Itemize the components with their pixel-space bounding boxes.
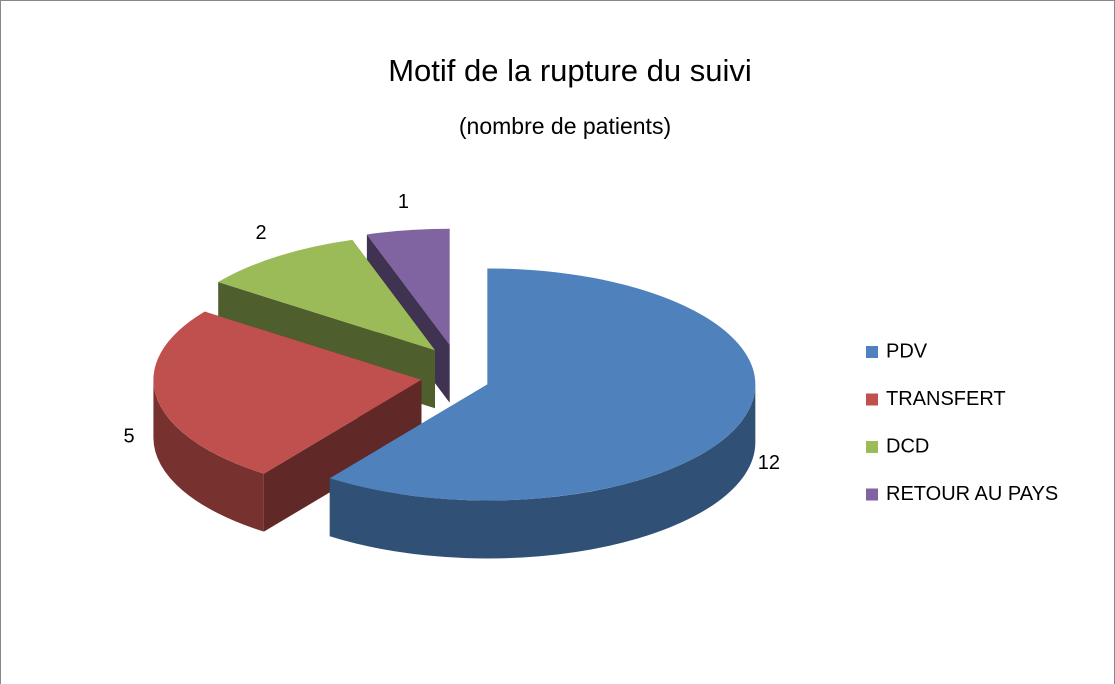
data-label: 2: [255, 222, 266, 244]
legend-swatch: [866, 441, 878, 453]
legend-swatch: [866, 346, 878, 358]
slice-edge: [153, 379, 264, 532]
legend-label: DCD: [886, 435, 929, 457]
slice: [329, 268, 756, 501]
chart-subtitle: (nombre de patients): [459, 113, 671, 139]
data-label: 1: [398, 191, 409, 213]
legend-label: RETOUR AU PAYS: [886, 483, 1058, 505]
legend-swatch: [866, 488, 878, 501]
chart-title: Motif de la rupture du suivi: [388, 53, 752, 88]
data-label: 12: [758, 452, 780, 474]
legend-label: PDV: [886, 340, 928, 362]
slice-edge: [329, 384, 756, 559]
slice: [366, 228, 450, 345]
legend-swatch: [866, 393, 878, 406]
slice: [153, 311, 422, 474]
legend-label: TRANSFERT: [886, 388, 1006, 410]
slice: [218, 239, 436, 351]
data-label: 5: [124, 425, 135, 447]
